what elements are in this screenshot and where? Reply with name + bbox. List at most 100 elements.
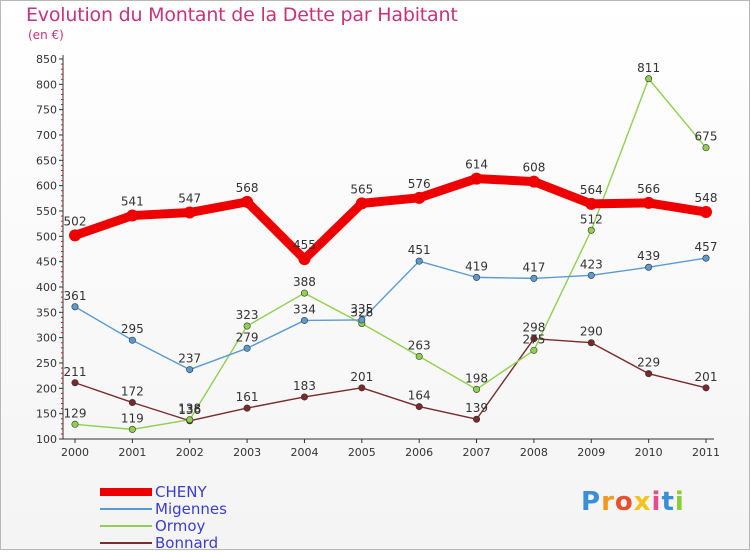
x-tick-label: 2007 [463, 446, 491, 459]
data-point-bonnard [473, 415, 481, 423]
logo-letter: r [601, 487, 615, 517]
data-label-bonnard: 136 [178, 403, 201, 417]
data-point-migennes [300, 316, 308, 324]
data-label-ormoy: 263 [408, 338, 431, 352]
data-point-bonnard [702, 384, 710, 392]
data-label-ormoy: 129 [64, 406, 87, 420]
y-tick-label: 550 [36, 205, 57, 218]
data-label-cheny: 565 [350, 182, 373, 196]
legend-swatch-cheny [100, 488, 152, 496]
series-line-cheny [70, 174, 711, 264]
data-point-cheny [241, 195, 254, 208]
data-label-bonnard: 290 [580, 325, 603, 339]
legend-label-bonnard: Bonnard [155, 534, 219, 552]
data-point-migennes [473, 273, 481, 281]
logo-letter: P [581, 487, 602, 517]
data-point-migennes [358, 316, 366, 324]
y-tick-label: 350 [36, 306, 57, 319]
data-point-cheny [183, 206, 196, 219]
y-tick-label: 250 [36, 357, 57, 370]
data-label-ormoy: 275 [522, 332, 545, 346]
data-label-migennes: 423 [580, 257, 603, 271]
x-tick-label: 2002 [176, 446, 204, 459]
data-label-cheny: 614 [465, 158, 488, 172]
data-point-cheny [298, 253, 311, 266]
logo-letter: o [614, 487, 634, 517]
y-tick-label: 100 [36, 433, 57, 446]
legend-label-migennes: Migennes [155, 500, 227, 518]
y-tick-label: 850 [36, 53, 57, 66]
data-point-ormoy [71, 420, 79, 428]
series-line-ormoy [74, 78, 707, 431]
y-tick-label: 500 [36, 230, 57, 243]
data-label-migennes: 295 [121, 322, 144, 336]
x-tick-label: 2001 [118, 446, 146, 459]
data-label-migennes: 335 [350, 302, 373, 316]
data-point-migennes [243, 344, 251, 352]
data-label-cheny: 541 [121, 195, 144, 209]
data-label-ormoy: 138 [178, 402, 201, 416]
data-label-migennes: 417 [522, 260, 545, 274]
data-label-migennes: 279 [236, 330, 259, 344]
data-label-migennes: 361 [64, 289, 87, 303]
data-label-ormoy: 512 [580, 212, 603, 226]
data-point-bonnard [530, 335, 538, 343]
data-label-cheny: 576 [408, 177, 431, 191]
data-label-cheny: 502 [64, 214, 87, 228]
y-tick-label: 600 [36, 180, 57, 193]
data-point-bonnard [415, 403, 423, 411]
data-label-bonnard: 172 [121, 385, 144, 399]
logo-letter: i [651, 487, 662, 517]
data-point-migennes [645, 263, 653, 271]
data-label-migennes: 237 [178, 352, 201, 366]
data-label-bonnard: 164 [408, 389, 431, 403]
legend-swatch-bonnard [100, 542, 152, 544]
legend-label-cheny: CHENY [155, 483, 207, 501]
data-point-cheny [355, 197, 368, 210]
x-tick-label: 2011 [692, 446, 720, 459]
data-point-cheny [470, 172, 483, 185]
data-label-cheny: 547 [178, 192, 201, 206]
data-point-ormoy [128, 425, 136, 433]
y-tick-label: 750 [36, 104, 57, 117]
series-line-migennes [74, 257, 707, 371]
legend-swatch-ormoy [100, 525, 152, 527]
data-label-bonnard: 183 [293, 379, 316, 393]
data-label-ormoy: 328 [350, 305, 373, 319]
x-tick-label: 2008 [520, 446, 548, 459]
data-point-migennes [702, 254, 710, 262]
data-point-ormoy [300, 289, 308, 297]
y-tick-label: 700 [36, 129, 57, 142]
data-label-ormoy: 119 [121, 411, 144, 425]
data-point-migennes [186, 366, 194, 374]
data-label-cheny: 608 [522, 161, 545, 175]
data-labels: 502 541 547 568 455 565 576 614 608 564 566 548 361 2… [64, 61, 718, 426]
x-tick-label: 2000 [61, 446, 89, 459]
proxiti-logo: Proxiti [581, 487, 685, 517]
chart-subtitle: (en €) [28, 28, 64, 42]
y-tick-label: 150 [36, 408, 57, 421]
y-tick-label: 650 [36, 154, 57, 167]
data-point-bonnard [71, 379, 79, 387]
y-tick-label: 200 [36, 382, 57, 395]
data-label-bonnard: 161 [236, 390, 259, 404]
data-label-cheny: 564 [580, 183, 603, 197]
data-point-ormoy [186, 416, 194, 424]
data-label-ormoy: 388 [293, 275, 316, 289]
data-point-bonnard [358, 384, 366, 392]
x-tick-label: 2009 [577, 446, 605, 459]
data-point-cheny [642, 196, 655, 209]
data-label-cheny: 455 [293, 238, 316, 252]
data-label-bonnard: 139 [465, 401, 488, 415]
data-point-migennes [530, 274, 538, 282]
data-label-migennes: 451 [408, 243, 431, 257]
y-tick-label: 400 [36, 281, 57, 294]
chart-title: Evolution du Montant de la Dette par Hab… [26, 4, 458, 26]
x-tick-label: 2006 [405, 446, 433, 459]
x-tick-label: 2003 [233, 446, 261, 459]
data-label-bonnard: 298 [522, 321, 545, 335]
data-label-ormoy: 811 [637, 61, 660, 75]
tick-labels: 100 150 200 250 300 350 400 450 500 550 600 650 700 7… [36, 53, 720, 459]
data-point-ormoy [587, 226, 595, 234]
